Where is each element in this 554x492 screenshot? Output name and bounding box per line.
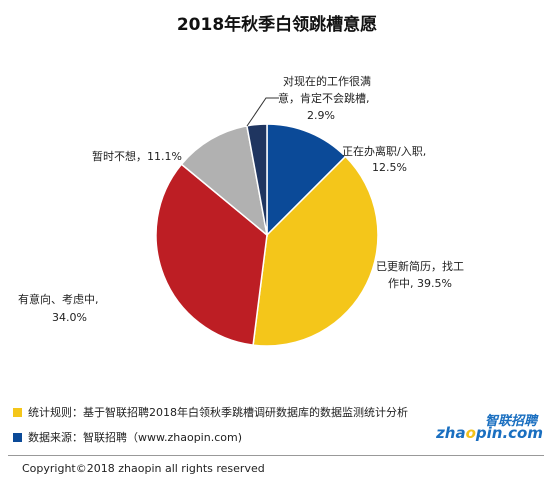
label-resigning-line2: 12.5% xyxy=(372,161,407,174)
label-not-now: 暂时不想，11.1% xyxy=(92,149,182,163)
footer-rules: 统计规则：基于智联招聘2018年白领秋季跳槽调研数据库的数据监测统计分析 xyxy=(13,404,408,420)
footer-rules-text: 统计规则：基于智联招聘2018年白领秋季跳槽调研数据库的数据监测统计分析 xyxy=(28,406,408,419)
label-satisfied-line2: 意，肯定不会跳槽, xyxy=(278,91,370,105)
chart-title: 2018年秋季白领跳槽意愿 xyxy=(176,15,378,35)
leader-lines xyxy=(246,97,279,127)
label-considering-line2: 34.0% xyxy=(52,311,87,324)
pie-chart: 正在办离职/入职, 12.5% 已更新简历，找工 作中, 39.5% 有意向、考… xyxy=(18,74,464,347)
zhaopin-logo: 智联招聘 zhaopin.com xyxy=(436,410,543,446)
logo-cn-text: 智联招聘 xyxy=(484,414,537,429)
logo-en-post: pin.com xyxy=(475,424,543,442)
slice-labels: 正在办离职/入职, 12.5% 已更新简历，找工 作中, 39.5% 有意向、考… xyxy=(18,74,464,324)
label-resigning-line1: 正在办离职/入职, xyxy=(342,144,426,158)
label-satisfied-line3: 2.9% xyxy=(307,109,335,122)
footer-source: 数据来源：智联招聘（www.zhaopin.com) xyxy=(13,429,242,445)
label-job-hunting-line2: 作中, 39.5% xyxy=(388,277,452,290)
copyright: Copyright©2018 zhaopin all rights reserv… xyxy=(22,462,265,475)
slice-resigning xyxy=(266,123,347,237)
slice-not-now xyxy=(180,124,269,237)
logo-en-pre: zha xyxy=(436,424,466,442)
footer-source-text: 数据来源：智联招聘（www.zhaopin.com) xyxy=(28,431,242,444)
label-considering-line1: 有意向、考虑中, xyxy=(18,292,99,306)
source-marker xyxy=(13,433,22,442)
slice-considering xyxy=(155,163,268,346)
logo-en-text: zhaopin.com xyxy=(436,424,543,442)
label-job-hunting-line1: 已更新简历，找工 xyxy=(376,259,464,273)
footer-divider xyxy=(8,455,544,456)
leader-line-satisfied xyxy=(246,97,279,127)
logo-en-o: o xyxy=(465,424,476,442)
rules-marker xyxy=(13,408,22,417)
slice-job-hunting xyxy=(252,155,379,347)
label-satisfied-line1: 对现在的工作很满 xyxy=(283,74,371,88)
